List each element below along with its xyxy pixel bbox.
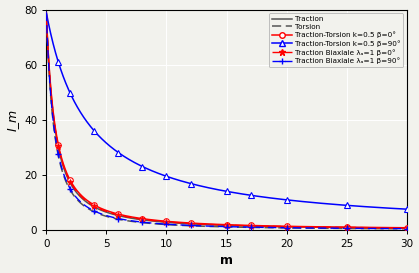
X-axis label: m: m xyxy=(220,254,233,268)
Y-axis label: I_m: I_m xyxy=(5,109,18,131)
Legend: Traction, Torsion, Traction-Torsion k=0.5 β=0°, Traction-Torsion k=0.5 β=90°, Tr: Traction, Torsion, Traction-Torsion k=0.… xyxy=(269,13,403,67)
